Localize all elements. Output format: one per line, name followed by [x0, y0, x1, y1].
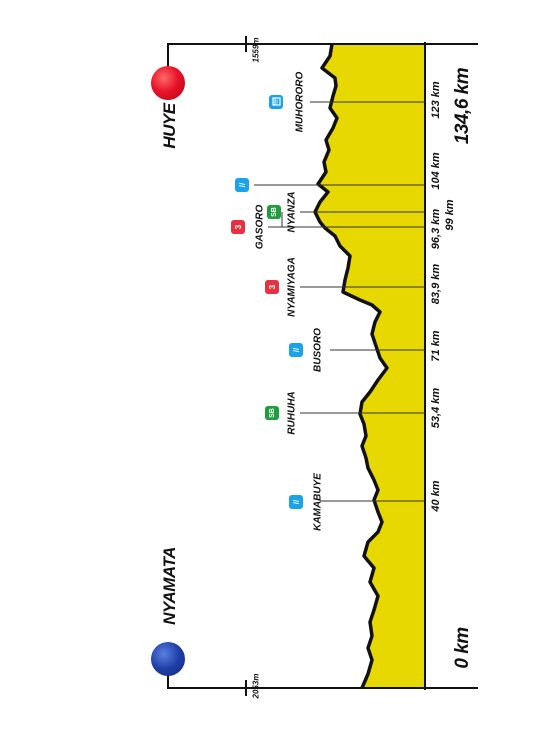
climb-icon: 3 [265, 280, 279, 294]
start-bracket [167, 672, 425, 689]
km-label-99: 99 km [444, 199, 456, 231]
feed-zone-icon [269, 95, 283, 109]
start-distance: 0 km [452, 627, 473, 669]
sprint-icon: // [289, 495, 303, 509]
town-nyanza: NYANZA [286, 191, 298, 233]
town-muhororo: MUHORORO [294, 71, 306, 133]
bonus-sprint-icon: SB [267, 205, 281, 219]
town-kamabuye: KAMABUYE [312, 473, 324, 531]
climb-icon: 3 [231, 220, 245, 234]
town-ruhuha: RUHUHA [286, 391, 298, 435]
start-altitude: 2053m [251, 673, 261, 699]
sprint-icon: // [289, 343, 303, 357]
bonus-sprint-icon: SB [265, 406, 279, 420]
km-label-71: 71 km [430, 330, 442, 362]
total-distance: 134,6 km [452, 67, 473, 145]
km-label-40: 40 km [430, 480, 442, 512]
town-busoro: BUSORO [312, 328, 324, 372]
profile-fill [315, 44, 425, 688]
km-label-123: 123 km [430, 81, 442, 119]
sprint-icon: // [235, 178, 249, 192]
start-city: NYAMATA [160, 547, 179, 625]
start-dot [151, 642, 185, 676]
finish-city: HUYE [160, 103, 179, 149]
town-gasoro: GASORO [254, 204, 266, 250]
km-label-96: 96,3 km [430, 208, 442, 250]
finish-altitude: 1559m [251, 37, 261, 63]
finish-dot [151, 66, 185, 100]
profile-outline [313, 43, 389, 689]
km-label-83: 83,9 km [430, 263, 442, 305]
feed-bag-glyph [271, 97, 281, 107]
town-nyamiyaga: NYAMIYAGA [286, 257, 298, 317]
km-label-104: 104 km [430, 152, 442, 190]
km-label-53: 53,4 km [430, 387, 442, 429]
